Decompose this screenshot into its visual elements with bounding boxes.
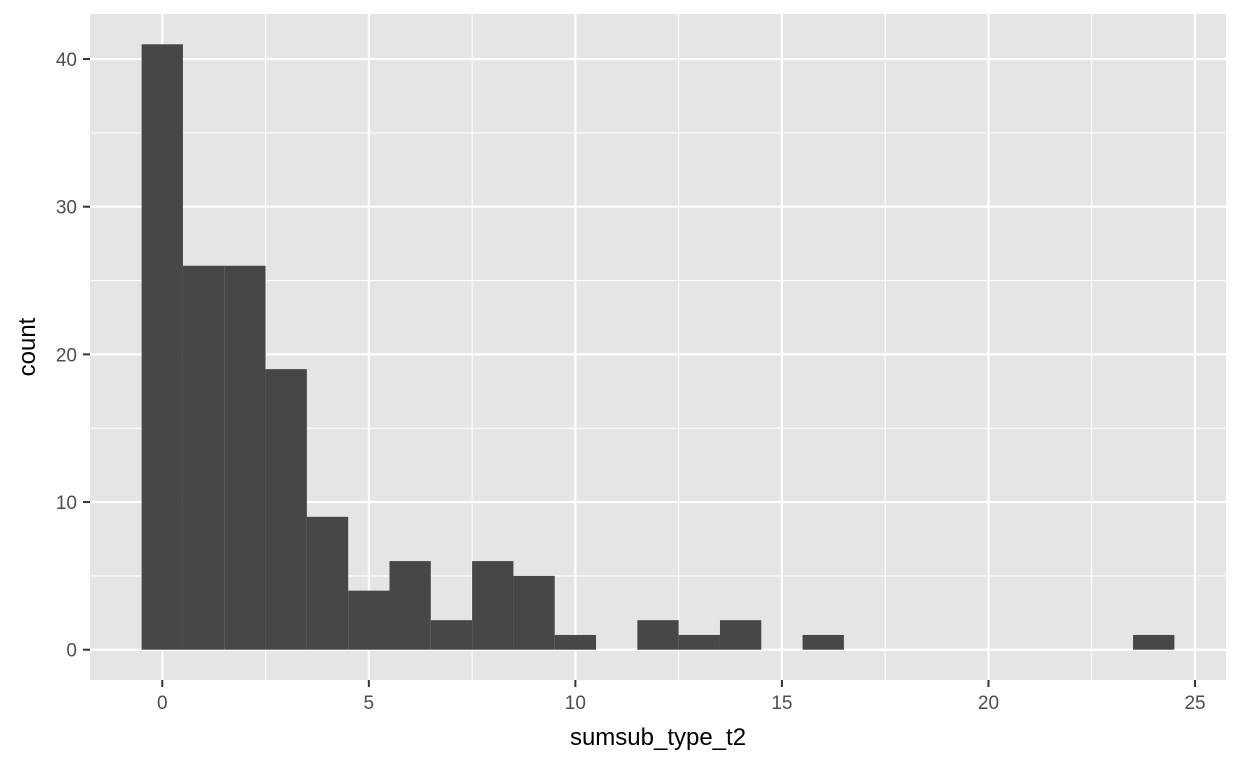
histogram-bar (513, 575, 555, 650)
histogram-bar (348, 590, 390, 650)
histogram-bar (141, 44, 183, 650)
histogram-bars (141, 44, 1175, 650)
histogram-bar (802, 634, 844, 650)
minor-gridlines (90, 14, 1226, 680)
histogram-bar (637, 620, 679, 650)
x-tick-label: 10 (565, 693, 586, 714)
x-tick-label: 15 (771, 693, 792, 714)
histogram-bar (182, 265, 225, 650)
histogram-bar (1133, 634, 1175, 650)
y-tick-label: 30 (56, 198, 77, 219)
histogram-bar (224, 265, 266, 650)
histogram-bar (472, 561, 514, 650)
histogram-bar (719, 620, 762, 650)
x-axis: 0 5 10 15 20 25 (157, 680, 1206, 714)
y-tick-label: 10 (56, 493, 77, 514)
x-tick-label: 5 (364, 693, 375, 714)
y-axis: 0 10 20 30 40 (56, 50, 90, 662)
x-axis-title: sumsub_type_t2 (570, 724, 746, 751)
y-tick-label: 0 (66, 641, 77, 662)
histogram-bar (265, 369, 307, 650)
y-tick-label: 40 (56, 50, 77, 71)
x-tick-label: 25 (1184, 693, 1205, 714)
histogram-bar (430, 620, 473, 650)
y-axis-title: count (14, 317, 41, 376)
x-tick-label: 0 (157, 693, 168, 714)
histogram-bar (306, 516, 349, 650)
histogram-bar (389, 561, 431, 650)
y-tick-label: 20 (56, 345, 77, 366)
x-tick-label: 20 (978, 693, 999, 714)
histogram-bar (678, 634, 720, 650)
histogram-bar (554, 634, 597, 650)
